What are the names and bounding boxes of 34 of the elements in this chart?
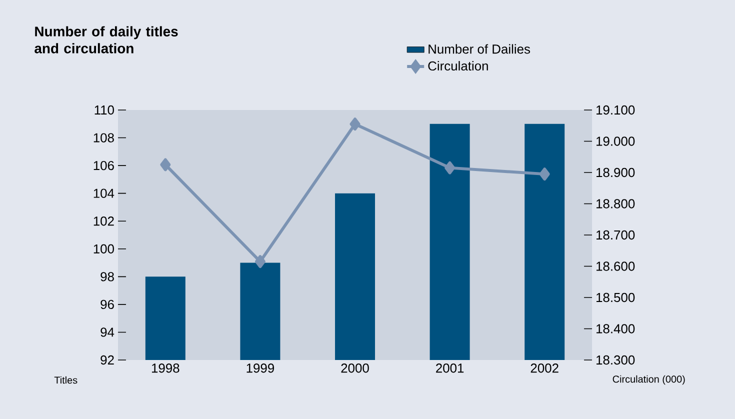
y2-tick-label: 18.500: [596, 292, 635, 302]
point: [350, 118, 360, 131]
y2-tick-label: 18.700: [596, 230, 635, 240]
y-tick-label: 92: [100, 355, 114, 365]
y2-axis-title: Circulation (000): [612, 375, 685, 385]
point: [160, 158, 171, 172]
legend-label: Circulation: [428, 61, 488, 71]
y2-tick-label: 18.600: [596, 262, 635, 271]
y-tick-label: 108: [94, 133, 114, 142]
y-axis-title: Titles: [54, 376, 78, 384]
y2-tick-label: 18.400: [596, 324, 635, 334]
x-tick-label: 1998: [152, 364, 180, 373]
x-tick-label: 2000: [341, 364, 369, 373]
legend-label: Number of Dailies: [428, 44, 530, 54]
y-tick-label: 104: [94, 188, 114, 198]
y2-tick-label: 18.800: [596, 199, 635, 208]
y-tick-label: 94: [100, 328, 114, 337]
y2-tick-label: 19.100: [596, 105, 635, 115]
chart-title: Number of daily titles and circulation: [34, 26, 178, 54]
y2-tick-label: 19.000: [596, 136, 635, 146]
y2-tick-label: 18.900: [596, 168, 635, 178]
y2-tick-label: 18.300: [596, 355, 635, 365]
point: [539, 168, 550, 181]
point: [254, 255, 266, 268]
y-tick-label: 98: [100, 272, 114, 282]
y-tick-label: 106: [94, 160, 114, 170]
point: [444, 161, 456, 174]
y-tick-label: 102: [94, 216, 114, 226]
x-tick-label: 2002: [530, 364, 558, 373]
y-tick-label: 96: [100, 300, 114, 310]
y-tick-label: 100: [94, 244, 114, 254]
x-tick-label: 2001: [436, 364, 464, 373]
y-tick-label: 110: [94, 105, 114, 115]
x-tick-label: 1999: [246, 364, 274, 373]
